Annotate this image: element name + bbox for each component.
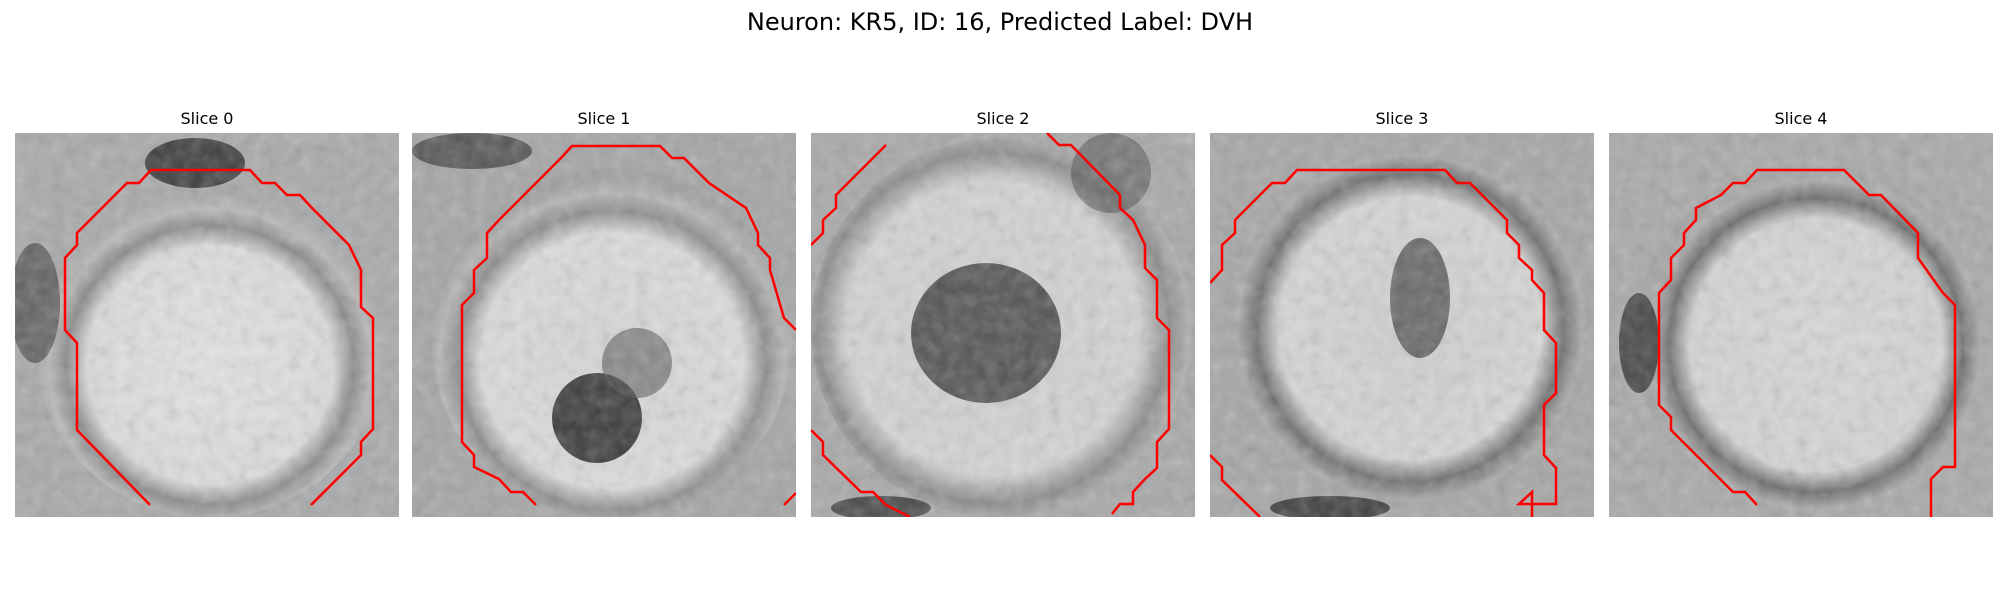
slice-title-4: Slice 4 [1774,109,1828,128]
roi-contour [1046,133,1171,515]
image-texture [15,133,399,517]
slice-image-4 [1609,133,1993,517]
roi-contour [63,168,375,506]
slice-panel-4: Slice 4 [1609,109,1993,519]
image-texture [811,133,1195,517]
slice-title-1: Slice 1 [577,109,631,128]
image-texture [1210,133,1594,517]
slice-panel-0: Slice 0 [15,109,399,519]
roi-contour [811,144,887,246]
slice-panel-3: Slice 3 [1210,109,1594,519]
slice-panel-2: Slice 2 [811,109,1195,519]
roi-contour [1210,454,1261,517]
slice-image-1 [412,133,796,517]
slice-image-2 [811,133,1195,517]
roi-contour [1210,168,1558,517]
roi-contour [460,144,796,506]
slice-panel-1: Slice 1 [412,109,796,519]
slice-image-0 [15,133,399,517]
slice-title-0: Slice 0 [180,109,234,128]
slice-image-3 [1210,133,1594,517]
image-texture [1609,133,1993,517]
roi-contour-fragment [783,492,796,506]
roi-contour [1657,168,1957,517]
slice-title-3: Slice 3 [1375,109,1429,128]
roi-contour [811,429,911,517]
image-texture [412,133,796,517]
figure-title: Neuron: KR5, ID: 16, Predicted Label: DV… [746,8,1254,36]
slice-title-2: Slice 2 [976,109,1030,128]
